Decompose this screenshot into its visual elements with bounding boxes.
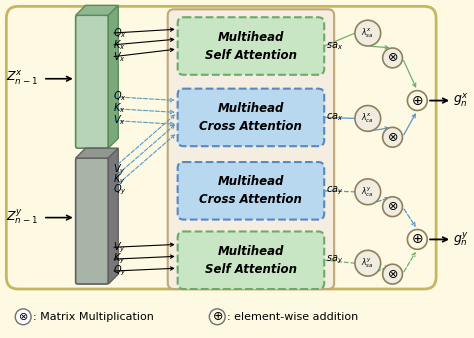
Text: $V_y$: $V_y$ [113, 240, 126, 255]
Text: Multihead
Self Attention: Multihead Self Attention [205, 30, 297, 62]
Text: $\otimes$: $\otimes$ [387, 268, 398, 281]
Text: Multihead
Self Attention: Multihead Self Attention [205, 245, 297, 276]
Circle shape [355, 250, 381, 276]
FancyBboxPatch shape [168, 9, 334, 289]
Polygon shape [76, 148, 118, 158]
Text: : element-wise addition: : element-wise addition [227, 312, 358, 322]
Circle shape [355, 105, 381, 131]
Text: $V_y$: $V_y$ [113, 163, 126, 177]
FancyBboxPatch shape [76, 158, 109, 284]
Text: $g_n^{x}$: $g_n^{x}$ [453, 92, 469, 109]
Text: $\lambda_{ca}^{x}$: $\lambda_{ca}^{x}$ [361, 112, 374, 125]
Circle shape [210, 309, 225, 325]
Text: $\oplus$: $\oplus$ [411, 233, 423, 246]
Text: $\lambda_{sa}^{x}$: $\lambda_{sa}^{x}$ [362, 26, 374, 40]
Text: $K_y$: $K_y$ [113, 173, 126, 187]
Text: $V_x$: $V_x$ [113, 114, 126, 127]
FancyBboxPatch shape [6, 6, 436, 289]
Polygon shape [109, 148, 118, 284]
Polygon shape [76, 5, 118, 15]
Text: $ca_x$: $ca_x$ [326, 112, 344, 123]
Text: Multihead
Cross Attention: Multihead Cross Attention [200, 175, 302, 206]
Circle shape [383, 264, 402, 284]
Text: $sa_y$: $sa_y$ [326, 254, 343, 266]
Text: $\otimes$: $\otimes$ [387, 200, 398, 213]
Text: $sa_x$: $sa_x$ [326, 40, 343, 52]
Text: $Q_y$: $Q_y$ [113, 264, 127, 279]
Text: Multihead
Cross Attention: Multihead Cross Attention [200, 102, 302, 133]
Text: $\otimes$: $\otimes$ [387, 131, 398, 144]
FancyBboxPatch shape [178, 232, 324, 289]
Circle shape [15, 309, 31, 325]
Text: $V_x$: $V_x$ [113, 50, 126, 64]
Text: $Q_x$: $Q_x$ [113, 26, 127, 40]
Text: $K_y$: $K_y$ [113, 252, 126, 266]
FancyBboxPatch shape [76, 15, 109, 148]
Text: $\otimes$: $\otimes$ [387, 51, 398, 65]
Text: $ca_y$: $ca_y$ [326, 185, 344, 197]
Text: $Q_y$: $Q_y$ [113, 183, 127, 197]
Text: $Q_x$: $Q_x$ [113, 90, 127, 103]
Circle shape [383, 197, 402, 217]
Circle shape [407, 91, 427, 111]
Circle shape [355, 20, 381, 46]
Text: $Z_{n-1}^{x}$: $Z_{n-1}^{x}$ [6, 70, 38, 88]
Polygon shape [109, 5, 118, 148]
Circle shape [355, 179, 381, 205]
Circle shape [383, 127, 402, 147]
Circle shape [407, 230, 427, 249]
Text: $\oplus$: $\oplus$ [411, 94, 423, 107]
Text: $\oplus$: $\oplus$ [211, 310, 223, 323]
Text: $Z_{n-1}^{y}$: $Z_{n-1}^{y}$ [6, 208, 38, 227]
Circle shape [383, 48, 402, 68]
FancyBboxPatch shape [178, 89, 324, 146]
Text: $\otimes$: $\otimes$ [18, 311, 28, 322]
Text: : Matrix Multiplication: : Matrix Multiplication [33, 312, 154, 322]
FancyBboxPatch shape [178, 162, 324, 220]
Text: $K_x$: $K_x$ [113, 38, 126, 52]
Text: $K_x$: $K_x$ [113, 102, 126, 115]
FancyBboxPatch shape [178, 17, 324, 75]
Text: $\lambda_{sa}^{y}$: $\lambda_{sa}^{y}$ [362, 257, 374, 270]
Text: $\lambda_{ca}^{y}$: $\lambda_{ca}^{y}$ [361, 185, 374, 198]
Text: $g_n^{y}$: $g_n^{y}$ [453, 231, 469, 248]
